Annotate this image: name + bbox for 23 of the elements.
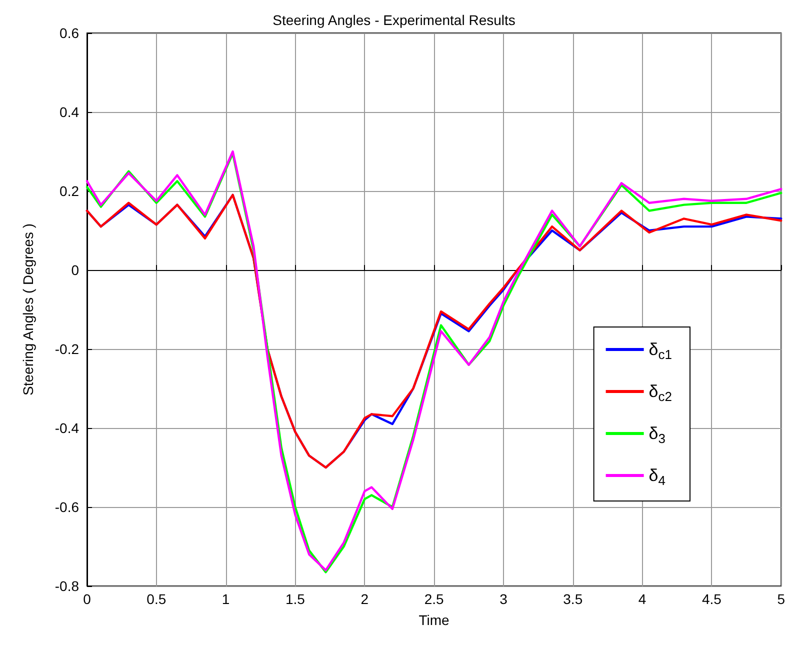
x-tick-label: 0: [83, 591, 92, 607]
x-axis-title: Time: [418, 612, 450, 628]
y-tick-label: 0.2: [60, 183, 80, 199]
y-tick-label: 0.4: [60, 104, 80, 120]
x-tick-label: 4.5: [702, 591, 722, 607]
y-tick-label: -0.4: [54, 420, 80, 436]
x-tick-label: 0.5: [146, 591, 166, 607]
x-tick-label: 3: [500, 591, 508, 607]
x-tick-label: 1.5: [286, 591, 306, 607]
y-tick-label: -0.6: [54, 499, 80, 515]
y-tick-label: 0: [71, 262, 80, 278]
y-tick-label: 0.6: [60, 25, 80, 41]
x-tick-label: 3.5: [563, 591, 583, 607]
chart-title: Steering Angles - Experimental Results: [272, 12, 516, 28]
x-tick-label: 5: [777, 591, 786, 607]
line-series: [86, 194, 782, 469]
x-tick-label: 1: [222, 591, 230, 607]
y-tick-label: -0.8: [54, 578, 80, 594]
x-tick-label: 2: [360, 591, 369, 607]
x-tick-label: 2.5: [424, 591, 444, 607]
y-tick-label: -0.2: [54, 341, 80, 357]
x-tick-label: 4: [638, 591, 646, 607]
y-axis-title: Steering Angles ( Degrees ): [20, 224, 36, 396]
